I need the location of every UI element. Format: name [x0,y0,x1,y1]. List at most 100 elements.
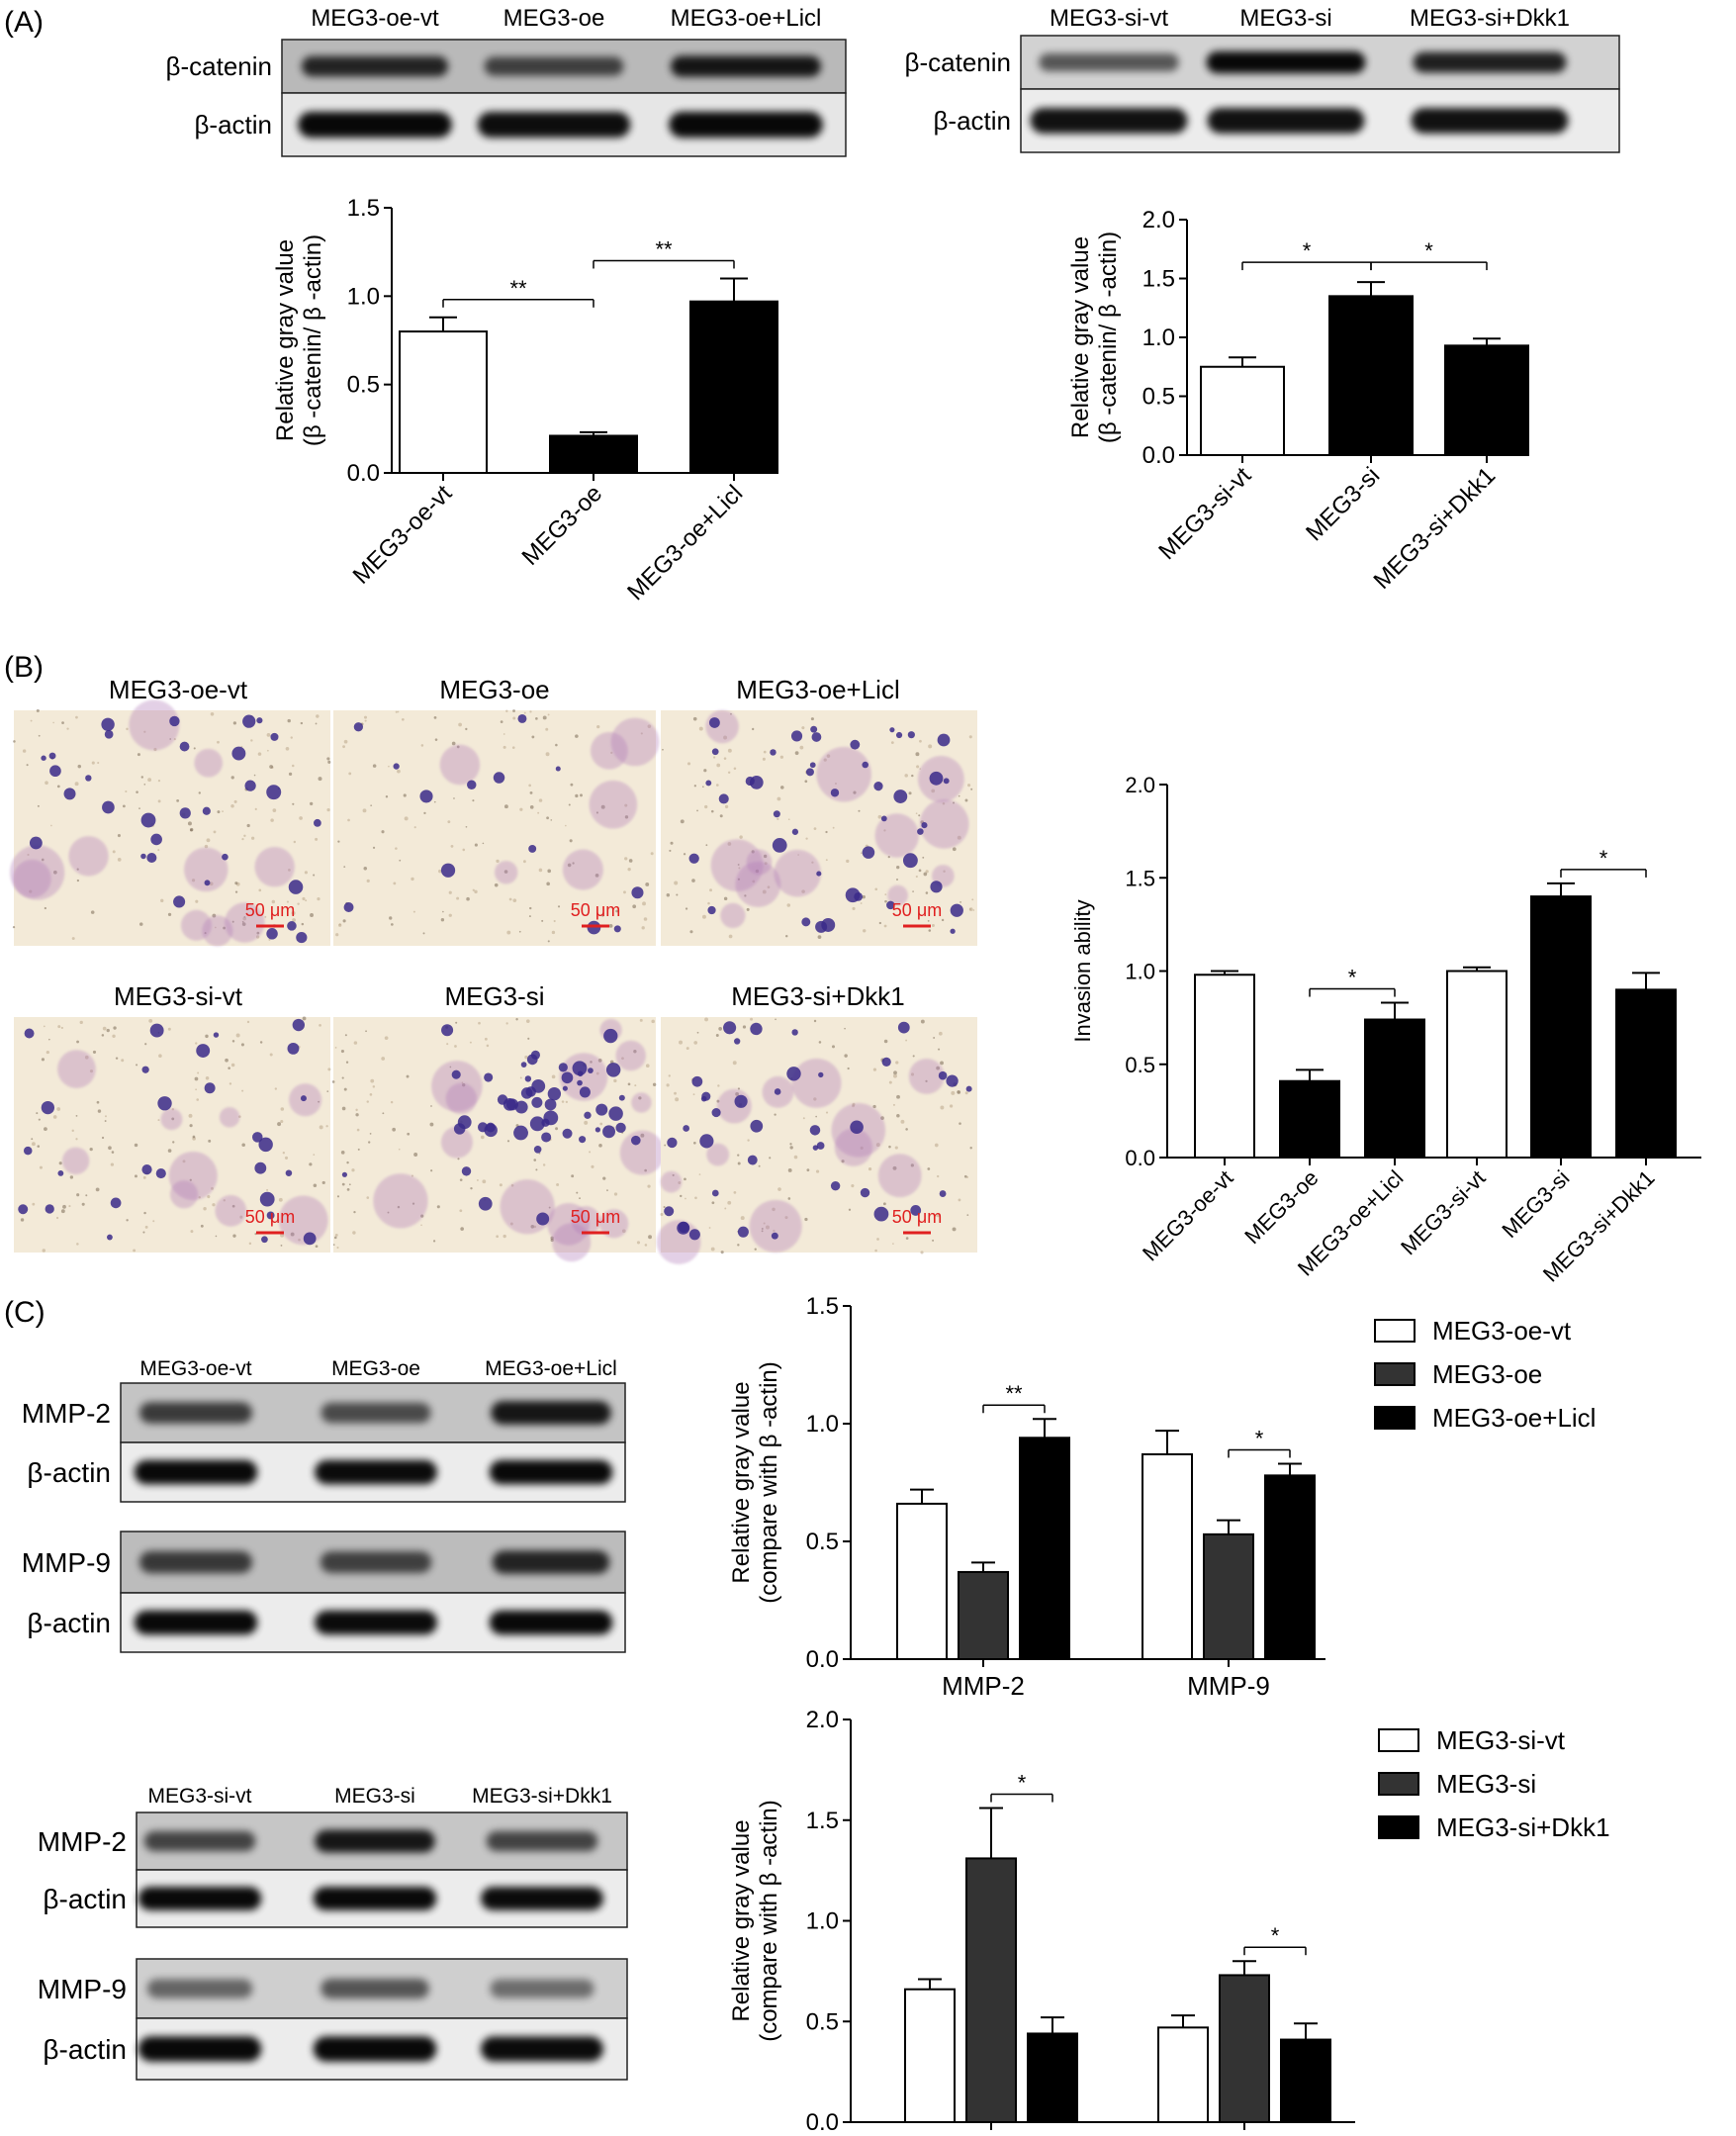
stained-cell [845,887,861,903]
pore-speck [231,1040,235,1043]
pore-speck [90,910,95,914]
significance-label: ** [1005,1381,1023,1406]
pore-speck [683,853,686,856]
pore-speck [257,752,262,756]
pore-speck [213,830,217,834]
pore-speck [287,718,291,723]
pore-speck [569,839,573,843]
pore-speck [344,1034,347,1037]
pore-speck [752,727,755,731]
pore-speck [341,1076,344,1079]
stained-cell [688,853,699,864]
pore-speck [515,1018,518,1021]
pore-speck [77,764,82,769]
pore-speck [763,750,767,754]
pore-speck [148,1018,153,1023]
pore-speck [50,824,52,827]
stained-cell [595,1103,608,1116]
legend-label: MEG3-oe+Licl [1432,1403,1596,1433]
pore-speck [106,1028,110,1033]
pore-speck [916,765,920,769]
pore-speck [448,890,452,894]
pore-speck [923,872,928,877]
stained-cell [602,1125,615,1139]
pore-speck [551,1074,556,1079]
pore-speck [494,882,499,887]
pore-speck [529,906,532,910]
legend-label: MEG3-si [1436,1769,1536,1799]
significance-label: * [1424,238,1433,263]
pore-speck [395,710,398,713]
stained-cell [811,732,822,742]
stained-cell [222,853,228,861]
stained-cell [440,863,456,878]
pore-speck [911,774,914,778]
bar [1615,988,1677,1159]
pore-speck [268,938,271,941]
pore-speck [355,1113,359,1117]
pore-speck [423,811,426,815]
significance-label: ** [655,236,673,261]
pore-speck [319,1023,321,1027]
stained-cell [453,1123,466,1135]
pore-speck [318,777,322,782]
pore-speck [326,757,330,761]
pore-speck [365,1030,367,1033]
stained-cell [266,1211,275,1220]
pore-speck [36,708,40,712]
pore-speck [831,1045,836,1049]
bar-chart-a-oe: 0.0 0.5 1.0 1.5 Relative gray value (β -caten… [272,195,778,605]
stained-cell [773,810,780,818]
pore-speck [453,797,455,799]
pore-speck [105,1115,107,1118]
pore-speck [36,1112,39,1115]
pore-speck [348,1183,351,1186]
blot-band [320,1402,431,1424]
stained-cell [303,1232,317,1246]
blot-band [143,1830,256,1852]
pore-speck [68,1205,71,1208]
pore-speck [212,1203,216,1207]
bar [1279,1079,1340,1159]
pore-speck [512,898,517,902]
y-axis-label: Invasion ability [1070,899,1095,1042]
pore-speck [422,932,425,935]
pore-speck [642,901,646,906]
pore-speck [927,1167,931,1170]
stain-haze [373,1173,428,1229]
significance-label: * [1255,1426,1264,1450]
blot-band [139,1402,252,1424]
legend-swatch [1374,1319,1416,1343]
pore-speck [884,893,887,895]
stained-cell [588,1068,594,1073]
pore-speck [669,849,672,853]
pore-speck [958,1198,961,1202]
pore-speck [904,774,908,778]
pore-speck [459,1209,463,1213]
micrograph-label: MEG3-oe [439,675,549,704]
blot-lane-label: MEG3-si-vt [148,1785,252,1808]
pore-speck [890,741,894,744]
y-axis-label: Relative gray value [1067,236,1094,438]
pore-speck [892,1073,897,1078]
pore-speck [292,802,295,805]
stain-haze [590,731,628,770]
pore-speck [680,1194,683,1198]
pore-speck [302,896,306,901]
pore-speck [693,1041,698,1045]
pore-speck [300,721,304,725]
pore-speck [144,1225,148,1229]
significance-label: ** [509,276,527,301]
stained-cell [18,1204,29,1215]
stained-cell [562,1085,568,1091]
pore-speck [550,819,553,821]
stained-cell [805,768,814,777]
pore-speck [189,827,194,832]
pore-speck [147,778,152,783]
pore-speck [663,1206,666,1209]
bar [1530,895,1592,1159]
stained-cell [809,762,816,769]
x-tick-label: MEG3-si [1301,462,1385,546]
pore-speck [676,893,679,896]
pore-speck [884,899,887,903]
